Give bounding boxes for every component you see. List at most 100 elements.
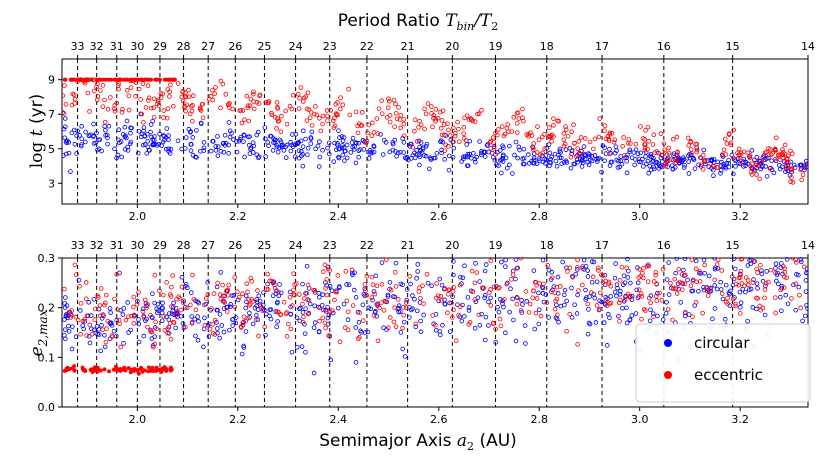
eccentric-point	[576, 139, 582, 144]
eccentric-point	[582, 136, 588, 141]
circular-point	[650, 311, 656, 316]
circular-point	[346, 282, 352, 288]
circular-point	[534, 161, 540, 166]
circular-point	[260, 302, 266, 308]
circular-point	[718, 279, 723, 285]
circular-point	[519, 297, 524, 303]
circular-point	[390, 294, 396, 299]
circular-point	[164, 126, 170, 131]
circular-point	[294, 345, 300, 350]
bottom-xtick-label: 2.4	[330, 413, 348, 426]
circular-point	[181, 298, 186, 304]
eccentric-point	[670, 286, 676, 291]
eccentric-point	[697, 269, 702, 274]
circular-point	[141, 125, 147, 130]
circular-point	[116, 137, 121, 143]
circular-point	[433, 327, 439, 333]
circular-point	[587, 321, 593, 327]
circular-point	[439, 150, 444, 156]
eccentric-point	[633, 141, 639, 147]
circular-point	[180, 321, 186, 326]
circular-point	[554, 163, 560, 169]
circular-point	[483, 337, 488, 343]
circular-point	[413, 324, 419, 330]
circular-point	[381, 325, 386, 331]
circular-point	[477, 139, 482, 144]
eccentric-point	[169, 284, 174, 290]
top-panel: 33 32 31 30 29 28 27 26 25 24 23 22 21 20 19 18 17 16 15 14…	[48, 40, 815, 223]
circular-point	[515, 155, 520, 161]
eccentric-point	[653, 293, 659, 299]
legend-label-circular: circular	[694, 334, 750, 352]
eccentric-point	[572, 140, 577, 146]
eccentric-point-lowband	[112, 367, 117, 372]
circular-point	[381, 137, 387, 143]
eccentric-point-lowband	[107, 369, 112, 374]
eccentric-point	[383, 299, 388, 304]
circular-point	[356, 154, 361, 160]
eccentric-point	[146, 98, 151, 103]
eccentric-point-lowband	[72, 364, 77, 369]
eccentric-point	[395, 297, 401, 302]
circular-point	[79, 142, 84, 147]
eccentric-point	[470, 289, 476, 294]
eccentric-point	[156, 103, 162, 108]
eccentric-point	[644, 263, 650, 269]
eccentric-point	[136, 290, 141, 295]
eccentric-point	[193, 307, 199, 313]
eccentric-point	[518, 257, 524, 261]
circular-point	[366, 156, 372, 161]
circular-point	[450, 294, 455, 299]
circular-point	[227, 134, 233, 140]
eccentric-point	[455, 119, 460, 125]
circular-point	[91, 327, 97, 333]
eccentric-point	[100, 104, 106, 109]
eccentric-point	[442, 122, 447, 127]
circular-point	[513, 338, 519, 344]
eccentric-point	[434, 281, 440, 286]
circular-point	[482, 154, 488, 159]
eccentric-point	[439, 118, 445, 123]
circular-point	[612, 289, 618, 295]
circular-point	[479, 152, 484, 158]
top-resonance-label-32: 32	[90, 40, 104, 53]
eccentric-point	[746, 282, 751, 288]
circular-point	[125, 148, 131, 153]
circular-point	[348, 150, 354, 155]
eccentric-point-lowband	[117, 367, 122, 372]
eccentric-point	[788, 148, 793, 154]
eccentric-point	[442, 132, 447, 138]
eccentric-point	[136, 86, 142, 92]
circular-point	[325, 315, 331, 321]
eccentric-point	[603, 136, 609, 142]
circular-point	[139, 131, 145, 137]
eccentric-point	[798, 305, 803, 311]
circular-point	[359, 330, 364, 335]
eccentric-point	[284, 334, 290, 339]
circular-point	[629, 155, 635, 161]
eccentric-point	[275, 119, 281, 124]
circular-point	[678, 300, 684, 305]
circular-point	[450, 154, 456, 160]
circular-point	[105, 135, 110, 141]
eccentric-point	[215, 280, 220, 286]
eccentric-point	[130, 304, 136, 310]
circular-point	[111, 328, 117, 334]
circular-point	[414, 276, 419, 281]
eccentric-point	[104, 326, 109, 332]
circular-point	[647, 163, 653, 169]
circular-point	[737, 289, 743, 295]
eccentric-point	[291, 287, 296, 293]
eccentric-point	[95, 295, 101, 300]
circular-point	[317, 139, 322, 144]
circular-point	[682, 257, 688, 261]
circular-point	[553, 158, 559, 164]
circular-point	[763, 283, 768, 289]
eccentric-point	[575, 342, 580, 347]
circular-point	[715, 159, 720, 165]
eccentric-point	[188, 302, 193, 308]
eccentric-point	[211, 291, 217, 296]
eccentric-point	[164, 115, 170, 121]
eccentric-point	[412, 117, 418, 123]
eccentric-point	[386, 325, 391, 331]
